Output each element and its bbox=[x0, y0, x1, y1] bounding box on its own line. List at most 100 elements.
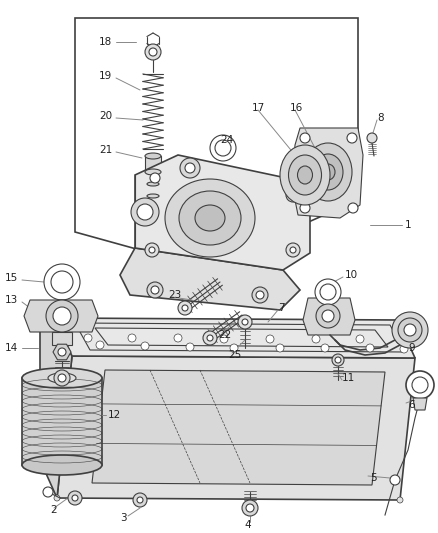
Text: 24: 24 bbox=[220, 135, 233, 145]
Circle shape bbox=[147, 282, 163, 298]
Text: 1: 1 bbox=[405, 220, 412, 230]
Text: 15: 15 bbox=[5, 273, 18, 283]
Circle shape bbox=[276, 344, 284, 352]
Text: 3: 3 bbox=[120, 513, 127, 523]
Circle shape bbox=[290, 247, 296, 253]
Text: 20: 20 bbox=[99, 111, 112, 121]
Circle shape bbox=[58, 348, 66, 356]
Circle shape bbox=[137, 204, 153, 220]
Circle shape bbox=[182, 305, 188, 311]
Polygon shape bbox=[135, 155, 310, 270]
Circle shape bbox=[178, 301, 192, 315]
Text: 25: 25 bbox=[228, 350, 241, 360]
Circle shape bbox=[290, 192, 296, 198]
Circle shape bbox=[242, 500, 258, 516]
Circle shape bbox=[128, 334, 136, 342]
Circle shape bbox=[396, 336, 404, 344]
Text: 5: 5 bbox=[370, 473, 377, 483]
Circle shape bbox=[54, 370, 70, 386]
Circle shape bbox=[392, 312, 428, 348]
Text: 7: 7 bbox=[278, 303, 285, 313]
Text: 21: 21 bbox=[99, 145, 112, 155]
Circle shape bbox=[53, 307, 71, 325]
Circle shape bbox=[58, 374, 66, 382]
Circle shape bbox=[300, 203, 310, 213]
Polygon shape bbox=[57, 356, 415, 500]
Ellipse shape bbox=[145, 153, 161, 159]
Circle shape bbox=[321, 344, 329, 352]
Text: 23: 23 bbox=[168, 290, 181, 300]
Circle shape bbox=[316, 304, 340, 328]
Circle shape bbox=[185, 163, 195, 173]
Ellipse shape bbox=[289, 155, 321, 195]
Ellipse shape bbox=[165, 179, 255, 257]
Circle shape bbox=[145, 243, 159, 257]
Text: 12: 12 bbox=[108, 410, 121, 420]
Circle shape bbox=[320, 284, 336, 300]
Circle shape bbox=[397, 497, 403, 503]
Circle shape bbox=[266, 335, 274, 343]
Polygon shape bbox=[92, 370, 385, 485]
Polygon shape bbox=[55, 318, 415, 358]
Circle shape bbox=[149, 48, 157, 56]
Polygon shape bbox=[52, 332, 72, 345]
Ellipse shape bbox=[280, 145, 330, 205]
Circle shape bbox=[332, 354, 344, 366]
Polygon shape bbox=[120, 248, 300, 310]
Circle shape bbox=[207, 335, 213, 341]
Circle shape bbox=[322, 310, 334, 322]
Circle shape bbox=[145, 44, 161, 60]
Text: 11: 11 bbox=[342, 373, 355, 383]
Circle shape bbox=[348, 203, 358, 213]
Circle shape bbox=[220, 335, 228, 343]
Polygon shape bbox=[303, 298, 355, 335]
Ellipse shape bbox=[195, 205, 225, 231]
Polygon shape bbox=[40, 318, 72, 498]
Ellipse shape bbox=[145, 169, 161, 175]
Text: 6: 6 bbox=[408, 400, 415, 410]
Polygon shape bbox=[24, 300, 98, 332]
Circle shape bbox=[137, 497, 143, 503]
Ellipse shape bbox=[147, 182, 159, 186]
Circle shape bbox=[51, 271, 73, 293]
Polygon shape bbox=[53, 344, 71, 360]
Circle shape bbox=[96, 341, 104, 349]
Circle shape bbox=[335, 357, 341, 363]
Polygon shape bbox=[75, 18, 358, 268]
Circle shape bbox=[141, 342, 149, 350]
Text: 14: 14 bbox=[5, 343, 18, 353]
Circle shape bbox=[400, 345, 408, 353]
Polygon shape bbox=[147, 184, 159, 196]
Circle shape bbox=[312, 335, 320, 343]
Ellipse shape bbox=[313, 154, 343, 190]
Text: 9: 9 bbox=[408, 343, 415, 353]
Circle shape bbox=[356, 335, 364, 343]
Text: 10: 10 bbox=[345, 270, 358, 280]
Circle shape bbox=[315, 279, 341, 305]
Circle shape bbox=[84, 334, 92, 342]
Circle shape bbox=[398, 318, 422, 342]
Text: 16: 16 bbox=[290, 103, 303, 113]
Circle shape bbox=[72, 495, 78, 501]
Polygon shape bbox=[413, 398, 427, 410]
Circle shape bbox=[174, 334, 182, 342]
Ellipse shape bbox=[321, 164, 335, 180]
Circle shape bbox=[150, 173, 160, 183]
Circle shape bbox=[44, 264, 80, 300]
Circle shape bbox=[149, 247, 155, 253]
Circle shape bbox=[230, 344, 238, 352]
Circle shape bbox=[412, 377, 428, 393]
Circle shape bbox=[347, 133, 357, 143]
Circle shape bbox=[210, 135, 236, 161]
Circle shape bbox=[46, 300, 78, 332]
Circle shape bbox=[238, 315, 252, 329]
Circle shape bbox=[390, 475, 400, 485]
Circle shape bbox=[43, 487, 53, 497]
Text: 18: 18 bbox=[99, 37, 112, 47]
Text: 2: 2 bbox=[50, 505, 57, 515]
Circle shape bbox=[54, 495, 60, 501]
Circle shape bbox=[404, 324, 416, 336]
Ellipse shape bbox=[48, 373, 76, 383]
Text: 22: 22 bbox=[218, 330, 231, 340]
Circle shape bbox=[406, 371, 434, 399]
